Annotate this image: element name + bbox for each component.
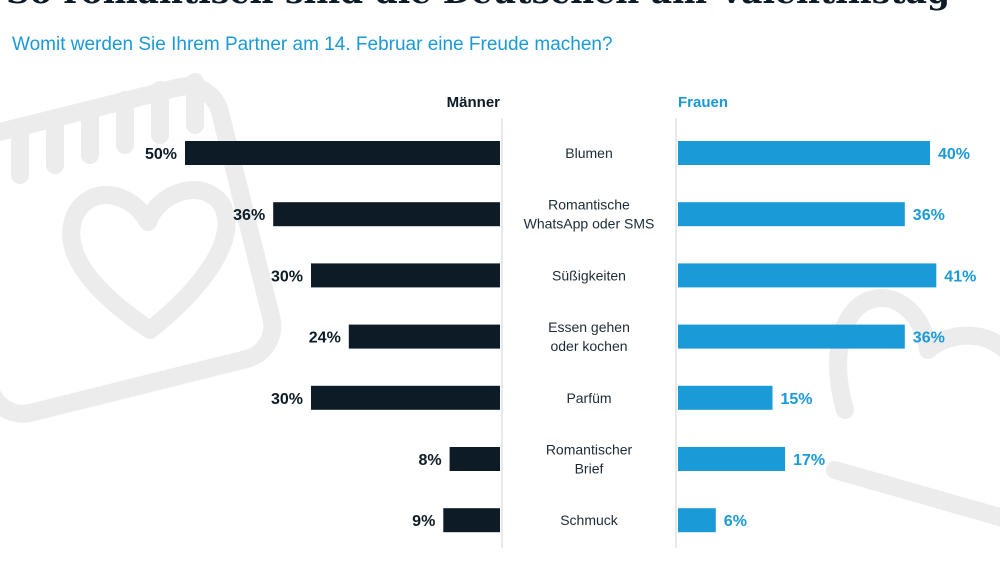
- category-label: Romantische WhatsApp oder SMS: [524, 197, 655, 232]
- category-label: Blumen: [565, 145, 612, 161]
- bar-men: [348, 324, 500, 349]
- bar-women: [678, 447, 786, 471]
- value-label-women: 17%: [793, 452, 825, 469]
- bar-women: [678, 141, 930, 165]
- bar-men: [311, 263, 500, 288]
- value-label-women: 36%: [913, 330, 945, 347]
- bar-women: [678, 385, 773, 410]
- legend-men: Männer: [446, 94, 500, 111]
- value-label-women: 40%: [938, 146, 970, 163]
- value-label-men: 8%: [418, 452, 441, 469]
- value-label-men: 24%: [309, 330, 341, 347]
- category-label: Süßigkeiten: [552, 267, 626, 283]
- legend-women: Frauen: [678, 94, 729, 111]
- chart-title: So romantisch sind die Deutschen am Vale…: [6, 0, 950, 11]
- category-label: Romantischer Brief: [546, 442, 633, 477]
- value-label-women: 41%: [944, 268, 976, 285]
- value-label-men: 9%: [412, 513, 435, 530]
- bar-women: [678, 202, 905, 227]
- category-label: Schmuck: [560, 512, 619, 528]
- bar-men: [185, 141, 500, 165]
- value-label-men: 36%: [233, 207, 265, 224]
- bar-men: [449, 447, 500, 471]
- bar-women: [678, 508, 716, 533]
- bar-men: [311, 385, 500, 410]
- value-label-men: 30%: [271, 391, 303, 408]
- value-label-women: 6%: [724, 513, 747, 530]
- chart-subtitle: Womit werden Sie Ihrem Partner am 14. Fe…: [12, 34, 613, 55]
- bar-men: [443, 508, 500, 533]
- bar-women: [678, 324, 905, 349]
- category-label: Parfüm: [566, 390, 611, 406]
- category-label: Essen gehen oder kochen: [548, 319, 630, 354]
- bar-women: [678, 263, 937, 288]
- value-label-women: 36%: [913, 207, 945, 224]
- value-label-men: 50%: [145, 146, 177, 163]
- value-label-men: 30%: [271, 268, 303, 285]
- value-label-women: 15%: [781, 391, 813, 408]
- bar-men: [273, 202, 500, 227]
